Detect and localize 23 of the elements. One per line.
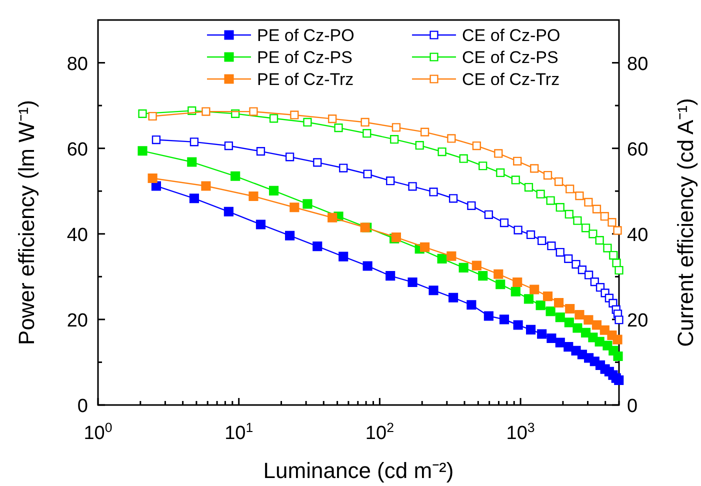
legend-label: PE of Cz-Trz: [257, 70, 354, 89]
y2-tick-label: 0: [627, 396, 638, 417]
x-tick-label: 10$^{3}$: [506, 420, 535, 444]
legend-label: PE of Cz-PS: [257, 48, 352, 67]
y2-tick-label: 40: [627, 224, 648, 246]
y-tick-label: 80: [66, 54, 88, 75]
x-axis-title: Luminance (cd m⁻²): [263, 458, 454, 483]
x-tick-label: 10$^{2}$: [365, 420, 394, 444]
legend-label: CE of Cz-PS: [462, 48, 558, 67]
x-tick-label: 10$^{1}$: [224, 420, 254, 444]
y-tick-label: 60: [66, 139, 88, 160]
y2-tick-label: 20: [627, 310, 648, 332]
y-tick-label: 40: [66, 224, 88, 246]
y-tick-label: 0: [77, 396, 88, 417]
y-axis-title: Power efficiency (lm W⁻¹): [14, 100, 39, 345]
y2-tick-label: 80: [627, 54, 648, 75]
legend-label: CE of Cz-Trz: [462, 70, 560, 89]
x-tick-label: 10$^{0}$: [84, 420, 112, 444]
legend-label: CE of Cz-PO: [462, 26, 560, 45]
y-tick-label: 20: [66, 310, 88, 332]
y2-tick-label: 60: [627, 139, 648, 160]
y2-axis-title: Current efficiency (cd A⁻¹): [673, 98, 698, 347]
legend-label: PE of Cz-PO: [257, 26, 354, 45]
